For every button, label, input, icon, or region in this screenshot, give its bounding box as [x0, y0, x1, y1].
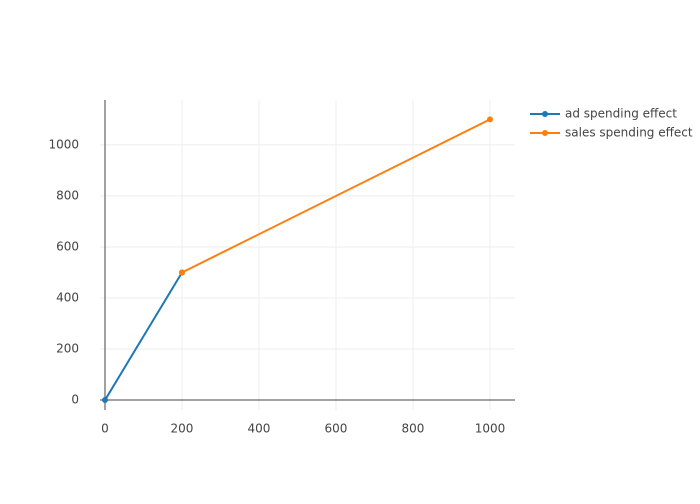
x-tick-label: 1000: [475, 422, 506, 436]
y-tick-label: 600: [56, 239, 79, 253]
marker: [102, 397, 109, 404]
legend-marker: [542, 111, 548, 117]
legend-label: ad spending effect: [565, 107, 677, 121]
x-tick-label: 200: [171, 422, 194, 436]
y-tick-label: 0: [71, 393, 79, 407]
line: [181, 118, 491, 274]
y-tick-label: 200: [56, 342, 79, 356]
x-tick-label: 0: [101, 422, 109, 436]
marker: [178, 269, 185, 276]
y-tick-label: 1000: [48, 137, 79, 151]
x-tick-label: 600: [325, 422, 348, 436]
legend-label: sales spending effect: [565, 126, 693, 140]
x-tick-label: 800: [402, 422, 425, 436]
y-tick-label: 800: [56, 188, 79, 202]
line: [104, 271, 183, 401]
legend-marker: [542, 130, 548, 136]
marker: [486, 116, 493, 123]
y-tick-label: 400: [56, 290, 79, 304]
x-tick-label: 400: [248, 422, 271, 436]
